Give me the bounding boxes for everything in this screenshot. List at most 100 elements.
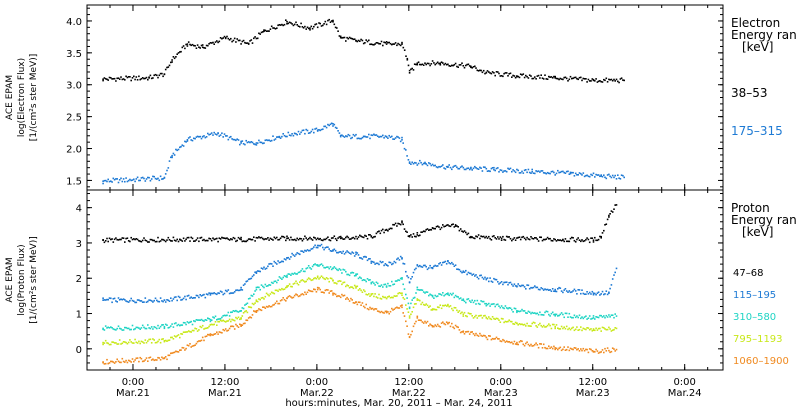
data-point (191, 139, 194, 142)
data-point (214, 321, 217, 323)
data-point (161, 338, 163, 341)
data-point (277, 279, 279, 281)
data-point (594, 80, 596, 82)
data-point (245, 240, 247, 243)
data-point (333, 235, 336, 237)
data-point (567, 240, 569, 243)
data-point (190, 139, 192, 141)
data-point (503, 238, 505, 241)
data-point (376, 135, 379, 137)
data-point (242, 143, 245, 145)
data-point (588, 315, 591, 317)
data-point (360, 38, 362, 41)
data-point (380, 135, 383, 138)
data-point (205, 44, 208, 47)
data-point (157, 340, 159, 343)
data-point (448, 225, 450, 227)
data-point (262, 296, 264, 299)
data-point (143, 177, 145, 180)
data-point (606, 316, 609, 318)
data-point (361, 236, 364, 238)
data-point (542, 172, 545, 174)
y-tick-label: 1 (76, 310, 82, 321)
data-point (362, 279, 365, 281)
data-point (519, 238, 522, 241)
data-point (385, 228, 388, 231)
data-point (166, 239, 168, 241)
data-point (270, 139, 273, 142)
data-point (521, 284, 523, 287)
data-point (431, 325, 434, 327)
data-point (398, 137, 401, 139)
data-point (224, 321, 227, 323)
data-point (198, 296, 200, 299)
data-point (514, 76, 517, 79)
data-point (113, 297, 116, 300)
data-point (614, 80, 616, 82)
data-point (216, 293, 218, 296)
data-point (472, 317, 475, 319)
data-point (311, 247, 314, 250)
data-point (428, 62, 430, 65)
data-point (391, 135, 393, 138)
data-point (292, 134, 295, 137)
data-point (233, 328, 236, 330)
data-point (583, 316, 586, 318)
data-point (545, 325, 548, 328)
data-point (263, 29, 265, 31)
data-point (320, 25, 323, 27)
data-point (102, 343, 104, 346)
data-point (324, 289, 327, 292)
data-point (126, 76, 129, 79)
data-point (111, 301, 113, 304)
data-point (362, 236, 365, 239)
data-point (306, 267, 309, 269)
data-point (448, 262, 450, 264)
data-point (163, 340, 166, 342)
data-point (539, 322, 541, 325)
data-point (121, 357, 124, 360)
data-point (439, 262, 442, 264)
data-point (511, 341, 513, 344)
data-point (285, 286, 287, 289)
data-point (461, 311, 463, 314)
data-point (590, 318, 592, 320)
data-point (125, 300, 127, 302)
data-point (305, 28, 307, 30)
data-point (500, 75, 503, 77)
data-point (190, 236, 192, 239)
data-point (419, 63, 421, 66)
data-point (201, 239, 204, 242)
data-point (355, 235, 357, 238)
data-point (247, 306, 250, 308)
data-point (228, 292, 231, 295)
data-point (239, 238, 241, 240)
data-point (611, 347, 614, 349)
data-point (474, 275, 476, 277)
data-point (475, 303, 477, 305)
data-point (316, 288, 319, 291)
data-point (166, 324, 168, 326)
data-point (330, 290, 333, 292)
data-point (557, 315, 559, 317)
data-point (205, 327, 208, 329)
data-point (330, 277, 333, 280)
data-point (152, 77, 154, 79)
data-point (519, 73, 522, 75)
data-point (214, 333, 217, 335)
data-point (150, 359, 153, 361)
data-point (339, 135, 342, 138)
data-point (619, 78, 622, 80)
data-point (222, 328, 224, 331)
data-point (595, 239, 597, 242)
data-point (356, 137, 359, 140)
data-point (279, 289, 282, 291)
data-point (532, 286, 535, 289)
data-point (405, 320, 407, 323)
data-point (546, 347, 549, 350)
data-point (554, 325, 556, 328)
data-point (282, 276, 284, 279)
data-point (438, 306, 440, 309)
data-point (343, 36, 346, 39)
data-point (337, 30, 339, 32)
